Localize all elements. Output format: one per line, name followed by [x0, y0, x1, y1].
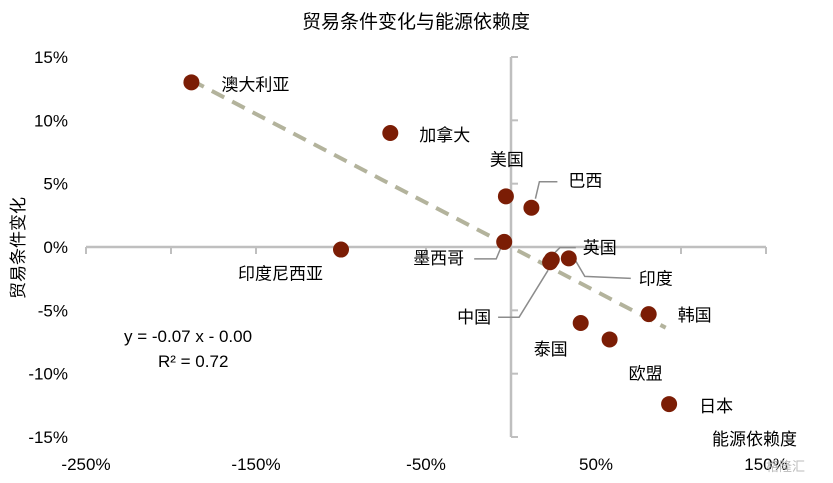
y-tick-label: 5%	[43, 175, 68, 194]
scatter-point	[560, 250, 577, 267]
trend-line	[190, 78, 667, 330]
point-label: 中国	[457, 308, 491, 328]
point-label: 日本	[699, 397, 733, 417]
y-tick-label: -5%	[38, 301, 68, 320]
leader-line	[474, 246, 502, 260]
leader-line	[534, 180, 558, 199]
scatter-point	[497, 188, 514, 205]
point-label: 澳大利亚	[221, 75, 289, 95]
scatter-point	[496, 233, 513, 250]
x-tick-label: -50%	[406, 455, 446, 474]
leader-line	[553, 246, 576, 255]
point-label: 巴西	[568, 172, 602, 192]
point-label: 欧盟	[629, 364, 663, 384]
y-tick-label: 15%	[34, 48, 68, 67]
point-label: 墨西哥	[413, 249, 464, 269]
point-label: 泰国	[534, 340, 568, 360]
scatter-point	[601, 331, 618, 348]
point-label: 美国	[490, 150, 524, 170]
y-tick-label: -15%	[28, 428, 68, 447]
leader-line	[574, 259, 631, 280]
chart-title: 贸易条件变化与能源依赖度	[302, 11, 530, 33]
point-label: 韩国	[678, 306, 712, 326]
scatter-point	[333, 241, 349, 258]
trend-r-squared: R² = 0.72	[158, 352, 228, 371]
point-label: 英国	[583, 239, 617, 259]
tick-labels: -250% -150% -50% 50% 150% 15% 10% 5% 0% -5% -10% -1…	[28, 48, 787, 474]
data-points	[183, 74, 678, 413]
y-tick-label: -10%	[28, 365, 68, 384]
x-tick-label: 150%	[744, 455, 787, 474]
watermark: 格隆汇	[766, 459, 805, 475]
point-label: 印度	[639, 269, 673, 289]
leader-lines	[474, 180, 631, 318]
scatter-point	[572, 315, 589, 331]
scatter-point	[542, 254, 559, 271]
trend-equation: y = -0.07 x - 0.00	[124, 327, 252, 346]
x-tick-label: 50%	[579, 455, 613, 474]
y-axis-label: 贸易条件变化	[9, 197, 29, 299]
leader-line	[498, 269, 549, 318]
axes	[85, 56, 767, 438]
point-label: 加拿大	[419, 125, 470, 146]
scatter-point	[640, 306, 657, 323]
scatter-point	[183, 74, 200, 91]
scatter-point	[523, 199, 540, 216]
x-tick-label: -150%	[231, 455, 280, 474]
x-axis-label: 能源依赖度	[712, 430, 797, 450]
scatter-point	[661, 396, 678, 413]
y-tick-label: 0%	[43, 238, 68, 257]
point-label: 印度尼西亚	[238, 265, 323, 285]
x-tick-label: -250%	[61, 455, 110, 474]
scatter-point	[382, 125, 399, 141]
y-tick-label: 10%	[34, 111, 68, 130]
